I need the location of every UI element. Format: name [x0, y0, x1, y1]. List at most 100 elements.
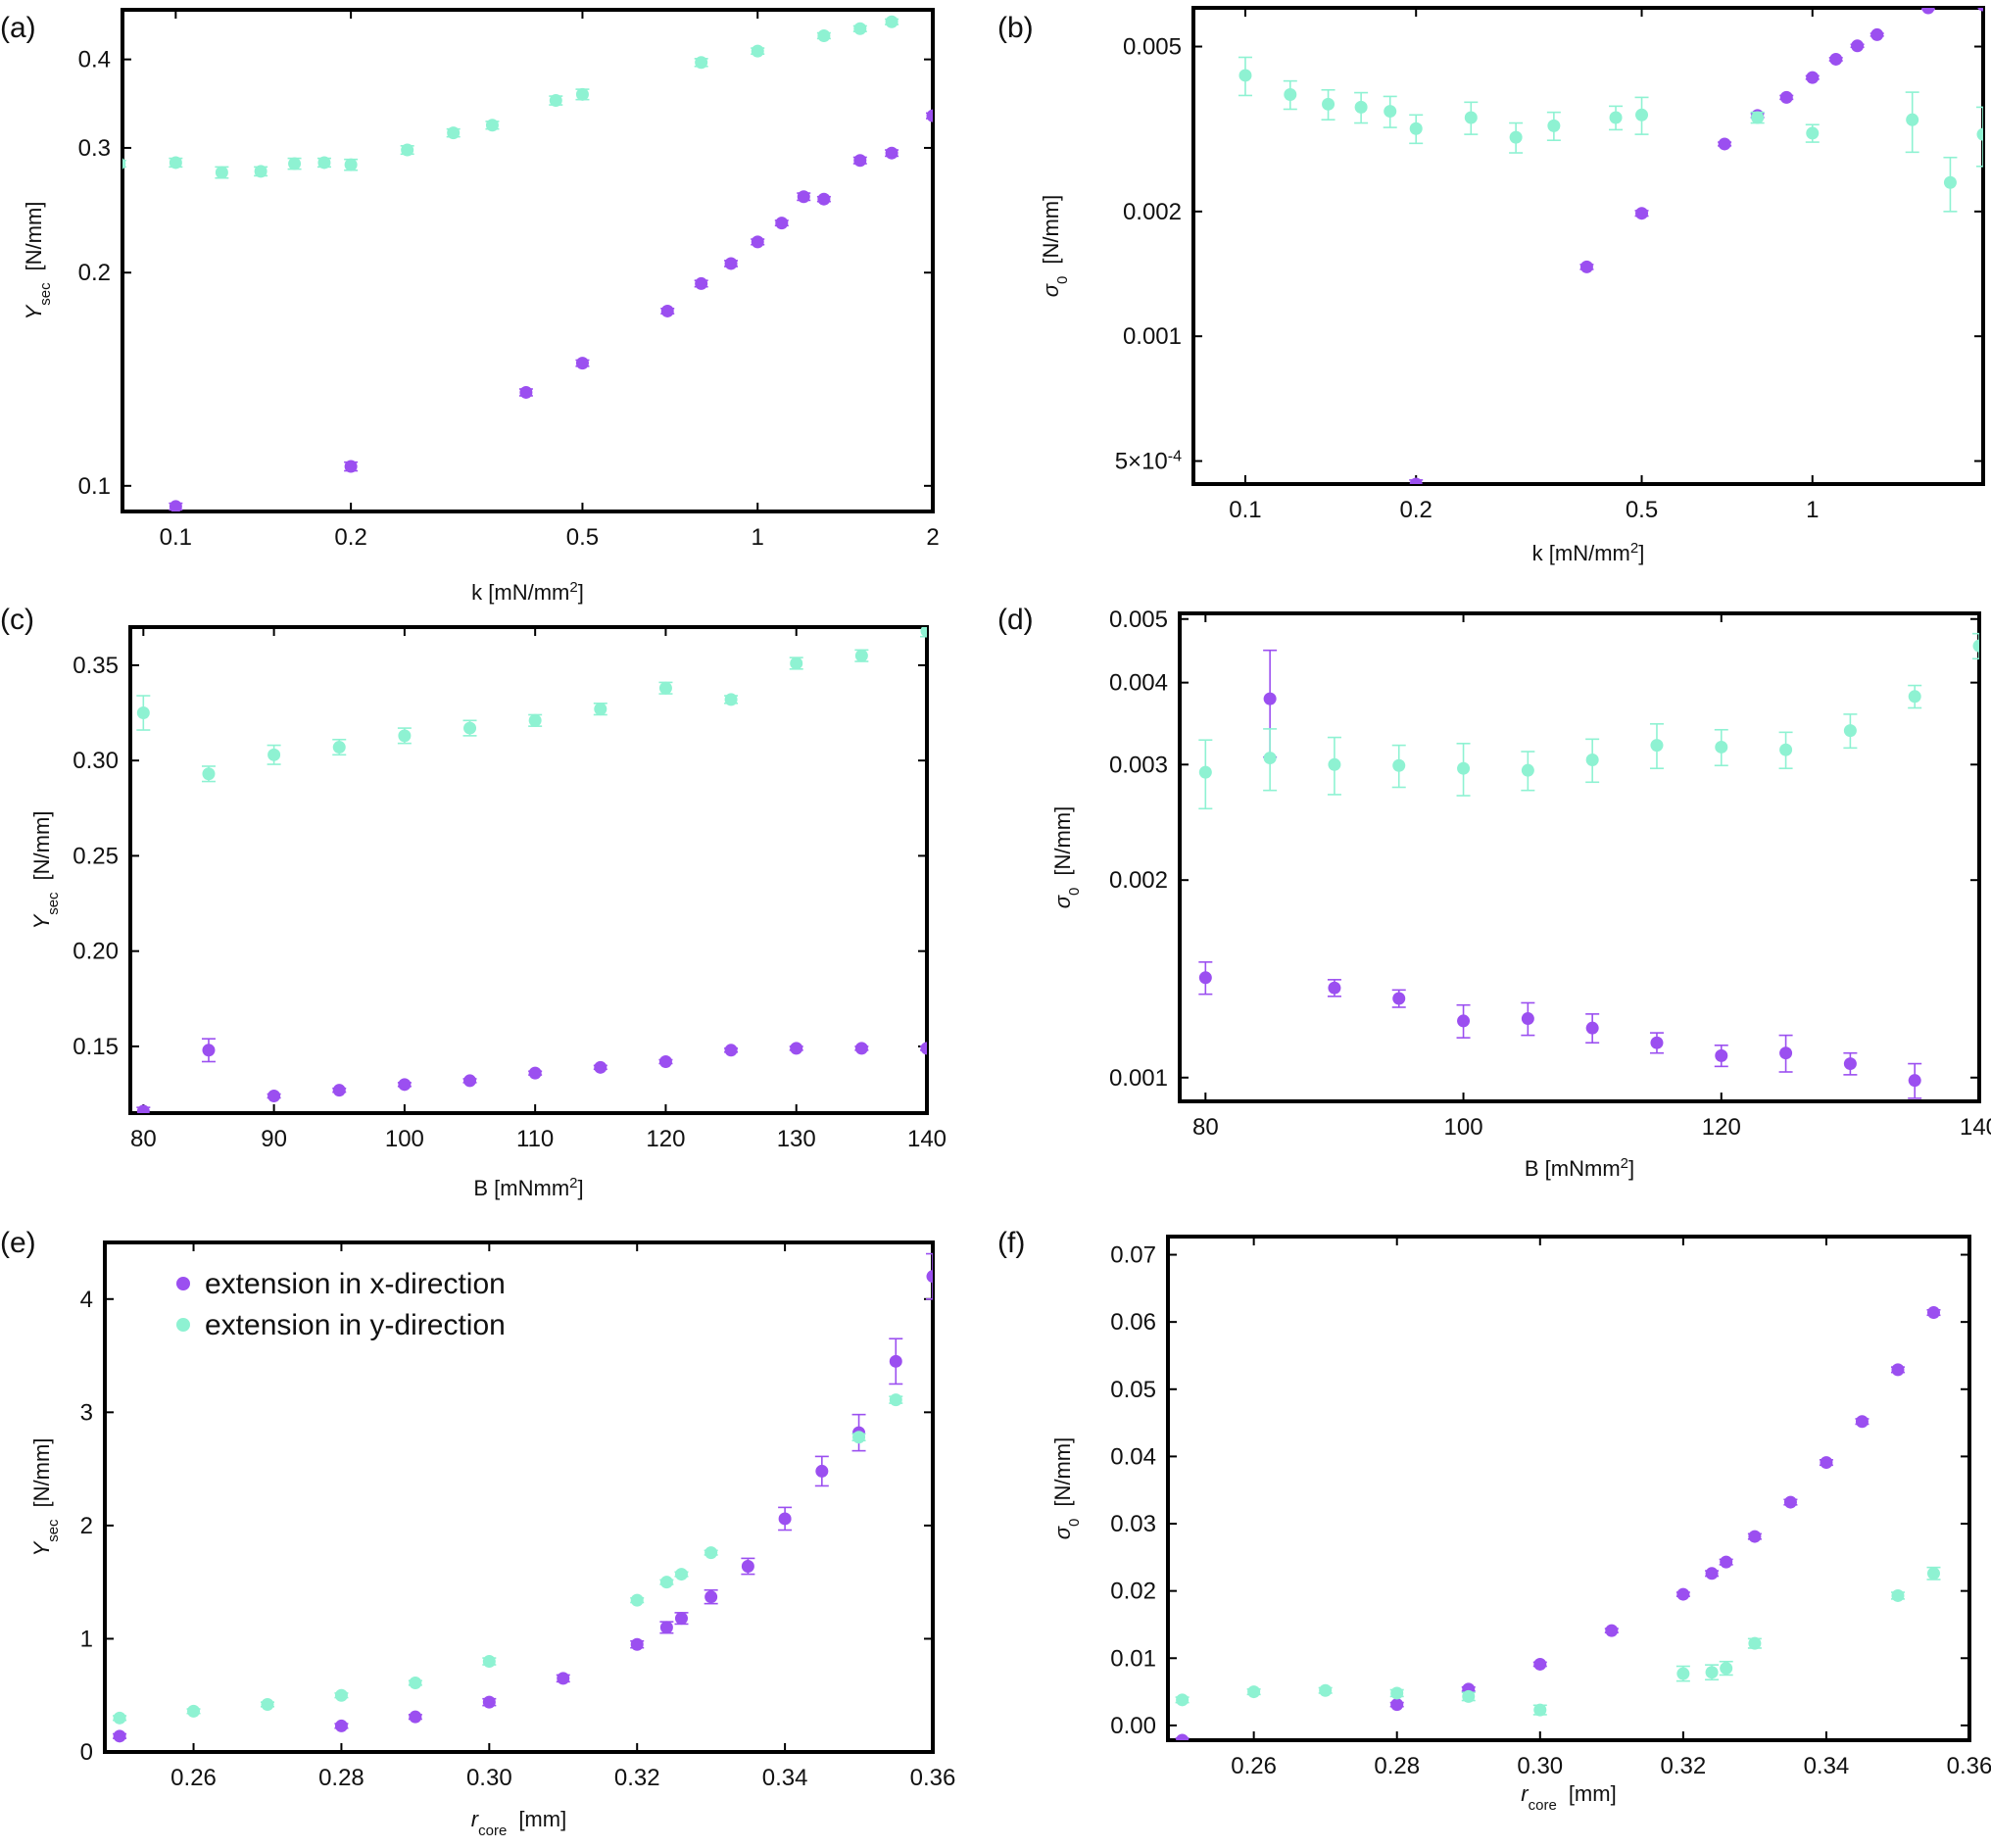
data-point: [1650, 739, 1664, 753]
y-tick-label: 0.004: [1109, 670, 1168, 697]
data-point: [344, 158, 358, 171]
data-point: [528, 1066, 542, 1080]
data-point: [1926, 1306, 1940, 1320]
data-point: [409, 1710, 422, 1724]
data-point: [594, 703, 607, 716]
y-tick-label: 0.002: [1109, 867, 1168, 894]
y-axis-label-units: [N/mm]: [1039, 195, 1063, 265]
data-point: [889, 1393, 902, 1407]
data-point: [1843, 724, 1857, 738]
y-tick-label: 0.001: [1109, 1065, 1168, 1092]
x-tick-label: 140: [1960, 1114, 1991, 1141]
data-point: [261, 1697, 274, 1711]
data-point: [778, 1512, 792, 1526]
y-tick-label: 0: [80, 1739, 93, 1766]
data-point: [317, 156, 331, 170]
data-point: [332, 741, 346, 754]
data-point: [1926, 1567, 1940, 1581]
y-tick-label: 0.1: [78, 473, 111, 500]
data-point: [1908, 690, 1921, 704]
y-tick-label: 4: [80, 1287, 93, 1313]
data-point: [1198, 765, 1212, 779]
x-axis-label: B [mNmm2]: [1525, 1155, 1634, 1182]
x-tick-label: 0.34: [762, 1765, 808, 1791]
data-point: [113, 1729, 126, 1743]
data-point: [1263, 752, 1277, 765]
data-point: [854, 1042, 868, 1055]
y-tick-label: 0.06: [1110, 1309, 1156, 1336]
series-y-direction: [113, 1393, 903, 1725]
data-point: [1390, 1686, 1404, 1700]
data-layer: [1198, 632, 1979, 1099]
y-axis-label-subscript: sec: [45, 892, 62, 915]
data-point: [704, 1590, 718, 1604]
data-point: [797, 190, 810, 204]
data-point: [1392, 758, 1406, 772]
data-point: [1176, 1693, 1190, 1707]
data-point: [169, 156, 182, 170]
data-point: [575, 357, 589, 370]
panel-label: (c): [0, 604, 34, 636]
data-point: [630, 1637, 644, 1651]
x-tick-label: 2: [926, 524, 939, 551]
x-axis-label-subscript: core: [1529, 1797, 1557, 1814]
x-axis-label-superscript: 2: [1621, 1155, 1628, 1172]
data-point: [1908, 1074, 1921, 1088]
data-point: [790, 1042, 803, 1055]
data-point: [853, 22, 867, 35]
data-point: [751, 44, 764, 58]
plot-frame: [103, 1240, 935, 1754]
data-point: [1779, 743, 1793, 756]
x-tick-label: 80: [130, 1126, 157, 1152]
panel-c: (c) 80 90 100 110 120 130 140 0.15 0.20 0.25 0.30 0.…: [0, 604, 947, 1200]
data-point: [724, 257, 738, 270]
data-point: [1705, 1567, 1719, 1581]
y-axis-label-main: σ: [1039, 283, 1063, 297]
x-axis-label-superscript: 2: [1630, 540, 1638, 557]
y-tick-label: 5×10-4: [1115, 448, 1182, 475]
data-point: [267, 748, 281, 761]
data-point: [1855, 1415, 1869, 1429]
y-tick-label: 0.01: [1110, 1645, 1156, 1672]
data-point: [215, 166, 228, 179]
x-tick-label: 0.2: [334, 524, 366, 551]
data-point: [1457, 1014, 1471, 1028]
series-x-direction: [1409, 8, 1983, 484]
data-point: [658, 1054, 672, 1068]
data-point: [1921, 8, 1935, 15]
x-tick-label: 80: [1192, 1114, 1219, 1141]
y-tick-label: 0.25: [73, 843, 119, 869]
x-tick-label: 120: [646, 1126, 685, 1152]
y-axis-label-subscript: sec: [37, 282, 54, 306]
data-point: [463, 721, 477, 735]
x-tick-label: 120: [1702, 1114, 1741, 1141]
y-tick-label: 0.03: [1110, 1511, 1156, 1537]
data-point: [852, 1431, 866, 1444]
y-tick-label: 0.07: [1110, 1242, 1156, 1269]
y-axis-label: Ysec [N/mm]: [29, 811, 62, 930]
data-point: [1390, 1698, 1404, 1712]
data-point: [1715, 1048, 1728, 1062]
data-point: [398, 1078, 412, 1092]
data-point: [1705, 1666, 1719, 1679]
x-axis-label-main: r: [471, 1807, 480, 1831]
x-axis-label-main: k [mN/mm: [1532, 541, 1630, 565]
x-axis-label-superscript: 2: [569, 579, 577, 596]
x-axis-label: rcore [mm]: [471, 1807, 566, 1839]
y-tick-label: 1: [80, 1626, 93, 1652]
data-point: [1533, 1657, 1547, 1671]
data-point: [741, 1559, 754, 1573]
y-tick-label: 0.001: [1123, 323, 1182, 350]
data-point: [1972, 639, 1979, 653]
data-layer: [113, 1252, 933, 1743]
data-point: [1783, 1495, 1797, 1509]
data-point: [695, 56, 708, 70]
x-tick-label: 110: [516, 1126, 554, 1152]
data-point: [885, 146, 898, 160]
legend-marker: [176, 1318, 190, 1332]
y-axis-label-subscript: 0: [1066, 1519, 1083, 1527]
x-tick-label: 0.32: [614, 1765, 660, 1791]
y-axis-label: σ0 [N/mm]: [1050, 806, 1083, 909]
y-axis-label-main: Y: [29, 1540, 54, 1556]
